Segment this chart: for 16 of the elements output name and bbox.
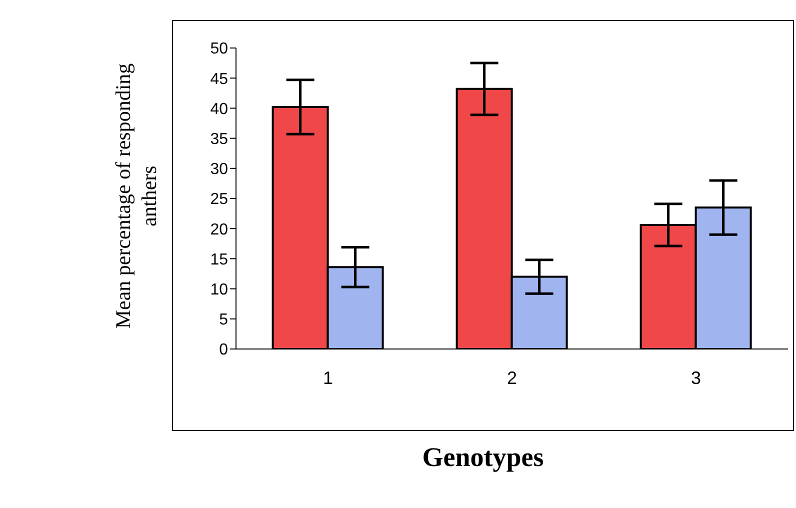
x-tick-label: 1 [322, 368, 334, 388]
y-tick-label: 40 [210, 100, 228, 118]
x-tick-label: 3 [690, 368, 702, 388]
y-tick-label: 20 [210, 221, 228, 238]
x-tick-label: 2 [506, 368, 518, 388]
y-tick-label: 45 [210, 70, 228, 88]
y-tick-label: 0 [219, 342, 228, 359]
y-tick-label: 30 [210, 161, 228, 178]
y-tick-label: 5 [219, 312, 228, 329]
y-tick-label: 10 [210, 281, 228, 298]
y-tick-label: 50 [210, 40, 228, 58]
x-axis-title: Genotypes [421, 442, 545, 473]
y-axis-title: Mean percentage of responding anthers [110, 62, 162, 331]
y-tick-label: 15 [210, 251, 228, 268]
y-tick-label: 25 [210, 191, 228, 208]
y-tick-label: 35 [210, 130, 228, 148]
